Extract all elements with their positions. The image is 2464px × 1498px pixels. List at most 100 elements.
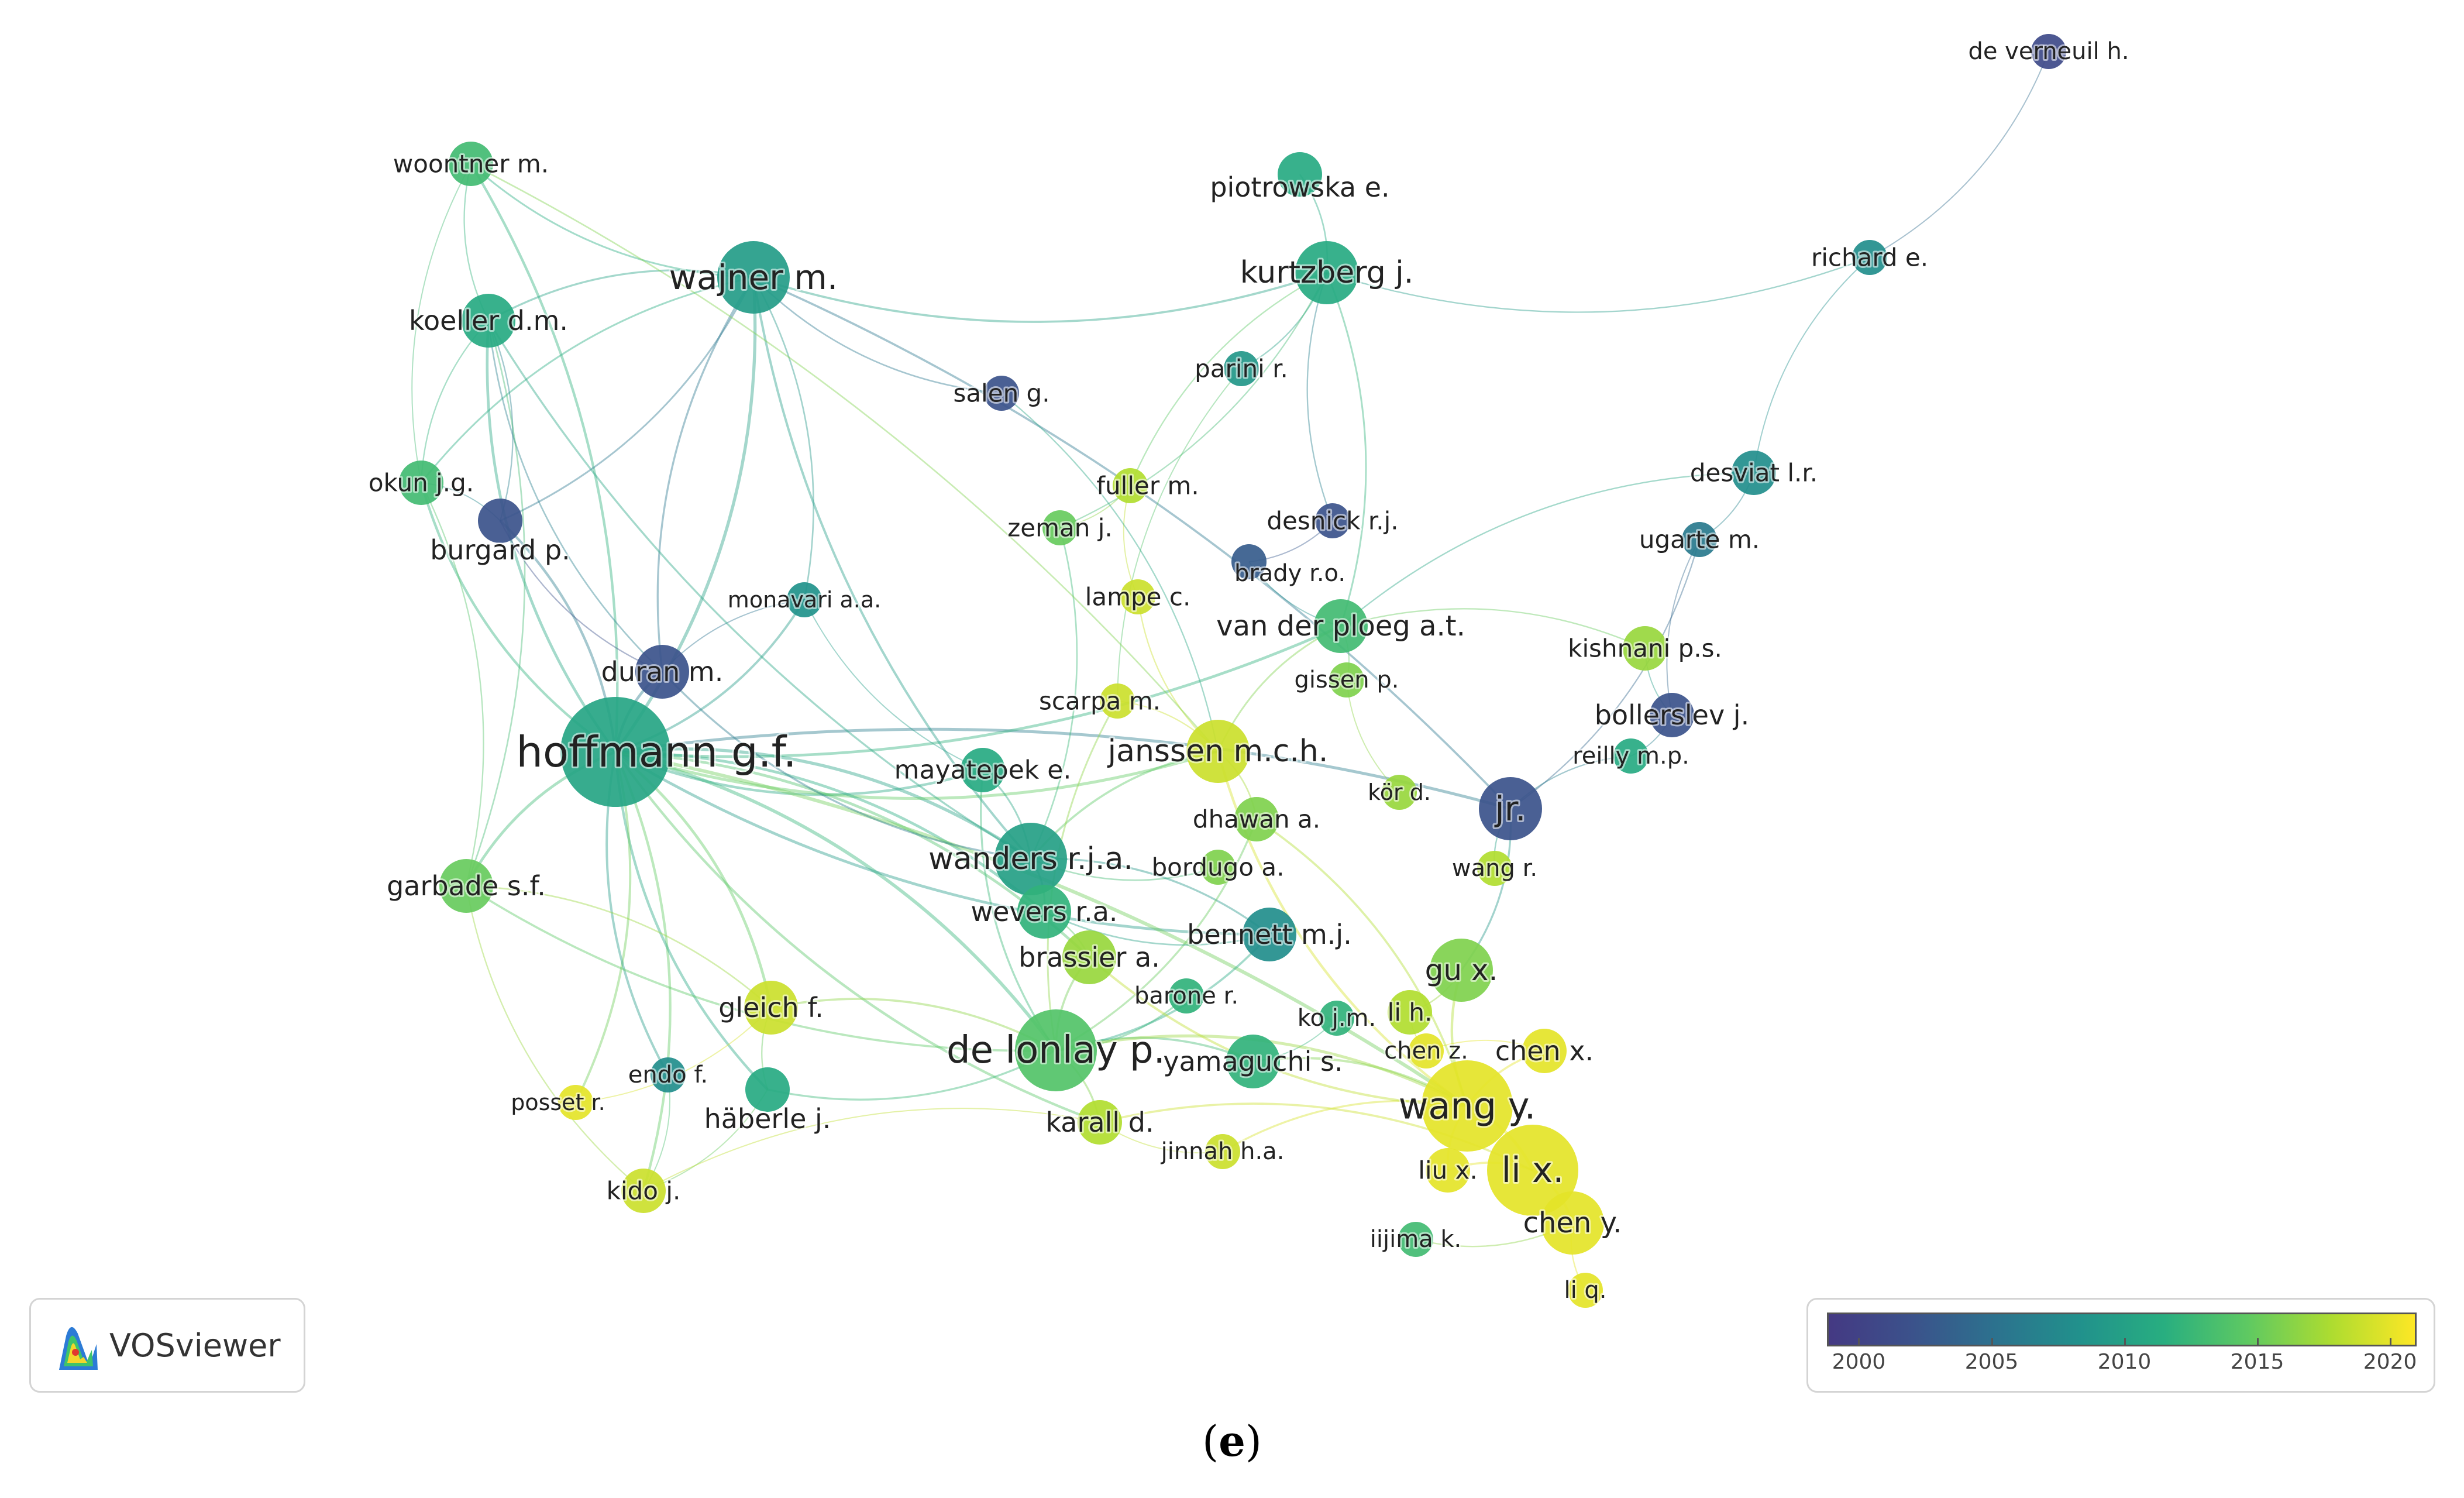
node-label-hoffmann[interactable]: hoffmann g.f. <box>514 726 798 778</box>
node-label-bennett[interactable]: bennett m.j. <box>1185 917 1354 952</box>
node-lampe[interactable] <box>1120 579 1155 614</box>
node-label-chenz[interactable]: chen z. <box>1382 1036 1470 1066</box>
node-label-kor[interactable]: kör d. <box>1366 778 1433 807</box>
node-label-gux[interactable]: gu x. <box>1423 951 1500 989</box>
node-desviat[interactable] <box>1732 451 1776 495</box>
node-label-monavari[interactable]: monavari a.a. <box>726 585 883 614</box>
node-barone[interactable] <box>1169 978 1204 1013</box>
node-label-wangr[interactable]: wang r. <box>1450 853 1539 884</box>
node-wajner[interactable] <box>717 241 790 314</box>
node-label-desviat[interactable]: desviat l.r. <box>1688 457 1819 489</box>
node-janssen[interactable] <box>1186 720 1250 783</box>
node-ugarte[interactable] <box>1682 522 1717 557</box>
node-bennett[interactable] <box>1243 908 1296 961</box>
node-zeman[interactable] <box>1042 510 1078 545</box>
node-label-mayatepek[interactable]: mayatepek e. <box>893 754 1073 787</box>
node-label-deverneuil[interactable]: de verneuil h. <box>1966 36 2131 67</box>
node-jr[interactable] <box>1479 777 1542 840</box>
node-liux[interactable] <box>1426 1148 1470 1193</box>
node-label-okun[interactable]: okun j.g. <box>367 467 476 499</box>
node-label-fuller[interactable]: fuller m. <box>1095 470 1200 502</box>
node-label-woontner[interactable]: woontner m. <box>391 148 550 180</box>
node-label-janssen[interactable]: janssen m.c.h. <box>1106 732 1330 771</box>
node-jinnah[interactable] <box>1205 1134 1240 1169</box>
node-mayatepek[interactable] <box>961 748 1005 792</box>
node-lih[interactable] <box>1388 990 1432 1035</box>
node-label-kido[interactable]: kido j. <box>605 1175 683 1207</box>
node-label-richard[interactable]: richard e. <box>1809 242 1930 274</box>
node-label-jinnah[interactable]: jinnah h.a. <box>1159 1136 1286 1167</box>
node-chenz[interactable] <box>1409 1033 1444 1068</box>
node-kor[interactable] <box>1382 775 1417 810</box>
node-gux[interactable] <box>1430 939 1493 1002</box>
node-parini[interactable] <box>1224 351 1259 386</box>
node-label-garbade[interactable]: garbade s.f. <box>385 868 548 903</box>
node-brady[interactable] <box>1231 544 1267 579</box>
node-liq[interactable] <box>1568 1273 1603 1308</box>
node-wangy[interactable] <box>1422 1060 1513 1152</box>
node-label-wevers[interactable]: wevers r.a. <box>969 894 1119 929</box>
node-label-vanderploeg[interactable]: van der ploeg a.t. <box>1214 608 1467 644</box>
node-delonlay[interactable] <box>1015 1009 1097 1091</box>
node-woontner[interactable] <box>449 142 493 186</box>
node-salen[interactable] <box>984 376 1019 411</box>
node-label-barone[interactable]: barone r. <box>1133 981 1240 1011</box>
node-label-wajner[interactable]: wajner m. <box>667 256 840 299</box>
node-brassier[interactable] <box>1062 930 1116 984</box>
node-koj[interactable] <box>1319 1001 1354 1036</box>
node-label-salen[interactable]: salen g. <box>951 377 1051 410</box>
node-label-karall[interactable]: karall d. <box>1044 1105 1155 1140</box>
node-label-desnick[interactable]: desnick r.j. <box>1265 505 1400 537</box>
node-label-iijima[interactable]: iijima k. <box>1368 1224 1464 1255</box>
node-label-reilly[interactable]: reilly m.p. <box>1571 741 1691 771</box>
node-endo[interactable] <box>651 1057 686 1092</box>
node-label-brassier[interactable]: brassier a. <box>1017 940 1162 975</box>
node-label-parini[interactable]: parini r. <box>1193 353 1290 385</box>
node-karall[interactable] <box>1078 1100 1122 1145</box>
node-kurtzberg[interactable] <box>1295 241 1358 304</box>
node-cheny[interactable] <box>1541 1191 1604 1255</box>
node-label-duran[interactable]: duran m. <box>600 654 725 689</box>
node-label-kishnani[interactable]: kishnani p.s. <box>1566 633 1724 665</box>
node-label-liq[interactable]: li q. <box>1562 1275 1608 1305</box>
node-label-delonlay[interactable]: de lonlay p. <box>945 1027 1167 1074</box>
node-wanders[interactable] <box>994 823 1067 895</box>
node-label-bollerslev[interactable]: bollerslev j. <box>1593 698 1751 733</box>
node-okun[interactable] <box>399 461 443 505</box>
node-dhawan[interactable] <box>1234 797 1279 841</box>
node-label-yamaguchi[interactable]: yamaguchi s. <box>1161 1044 1344 1079</box>
node-kido[interactable] <box>621 1169 666 1213</box>
node-label-piotrowska[interactable]: piotrowska e. <box>1208 170 1391 205</box>
node-label-ugarte[interactable]: ugarte m. <box>1637 524 1761 556</box>
node-label-posset[interactable]: posset r. <box>509 1088 607 1117</box>
node-label-burgard[interactable]: burgard p. <box>428 532 572 568</box>
node-label-gleich[interactable]: gleich f. <box>717 990 825 1025</box>
node-label-dhawan[interactable]: dhawan a. <box>1191 803 1322 836</box>
node-wevers[interactable] <box>1017 885 1071 939</box>
node-label-koj[interactable]: ko j.m. <box>1296 1003 1378 1033</box>
node-bordugo[interactable] <box>1200 850 1236 885</box>
node-haberle[interactable] <box>745 1067 790 1112</box>
node-scarpa[interactable] <box>1100 683 1135 719</box>
node-gleich[interactable] <box>744 981 798 1035</box>
node-gissen[interactable] <box>1329 662 1364 698</box>
node-label-haberle[interactable]: häberle j. <box>703 1101 833 1136</box>
node-label-cheny[interactable]: chen y. <box>1522 1205 1624 1241</box>
node-kishnani[interactable] <box>1623 626 1667 671</box>
node-label-koeller[interactable]: koeller d.m. <box>407 303 570 338</box>
node-duran[interactable] <box>635 645 689 699</box>
node-label-endo[interactable]: endo f. <box>627 1060 710 1090</box>
node-monavari[interactable] <box>787 582 822 617</box>
node-bollerslev[interactable] <box>1650 693 1694 737</box>
node-wangr[interactable] <box>1477 851 1512 886</box>
node-burgard[interactable] <box>478 499 522 543</box>
node-richard[interactable] <box>1852 240 1887 275</box>
node-label-lih[interactable]: li h. <box>1386 997 1434 1029</box>
node-label-scarpa[interactable]: scarpa m. <box>1037 685 1162 717</box>
coauthorship-network-map[interactable]: hoffmann g.f. wajner m. koeller d.m. woontn… <box>0 0 2464 1346</box>
node-label-lampe[interactable]: lampe c. <box>1083 581 1193 613</box>
node-deverneuil[interactable] <box>2031 34 2066 69</box>
node-iijima[interactable] <box>1398 1222 1433 1257</box>
node-lix[interactable] <box>1487 1125 1578 1216</box>
node-label-jr[interactable]: jr. <box>1492 787 1527 830</box>
